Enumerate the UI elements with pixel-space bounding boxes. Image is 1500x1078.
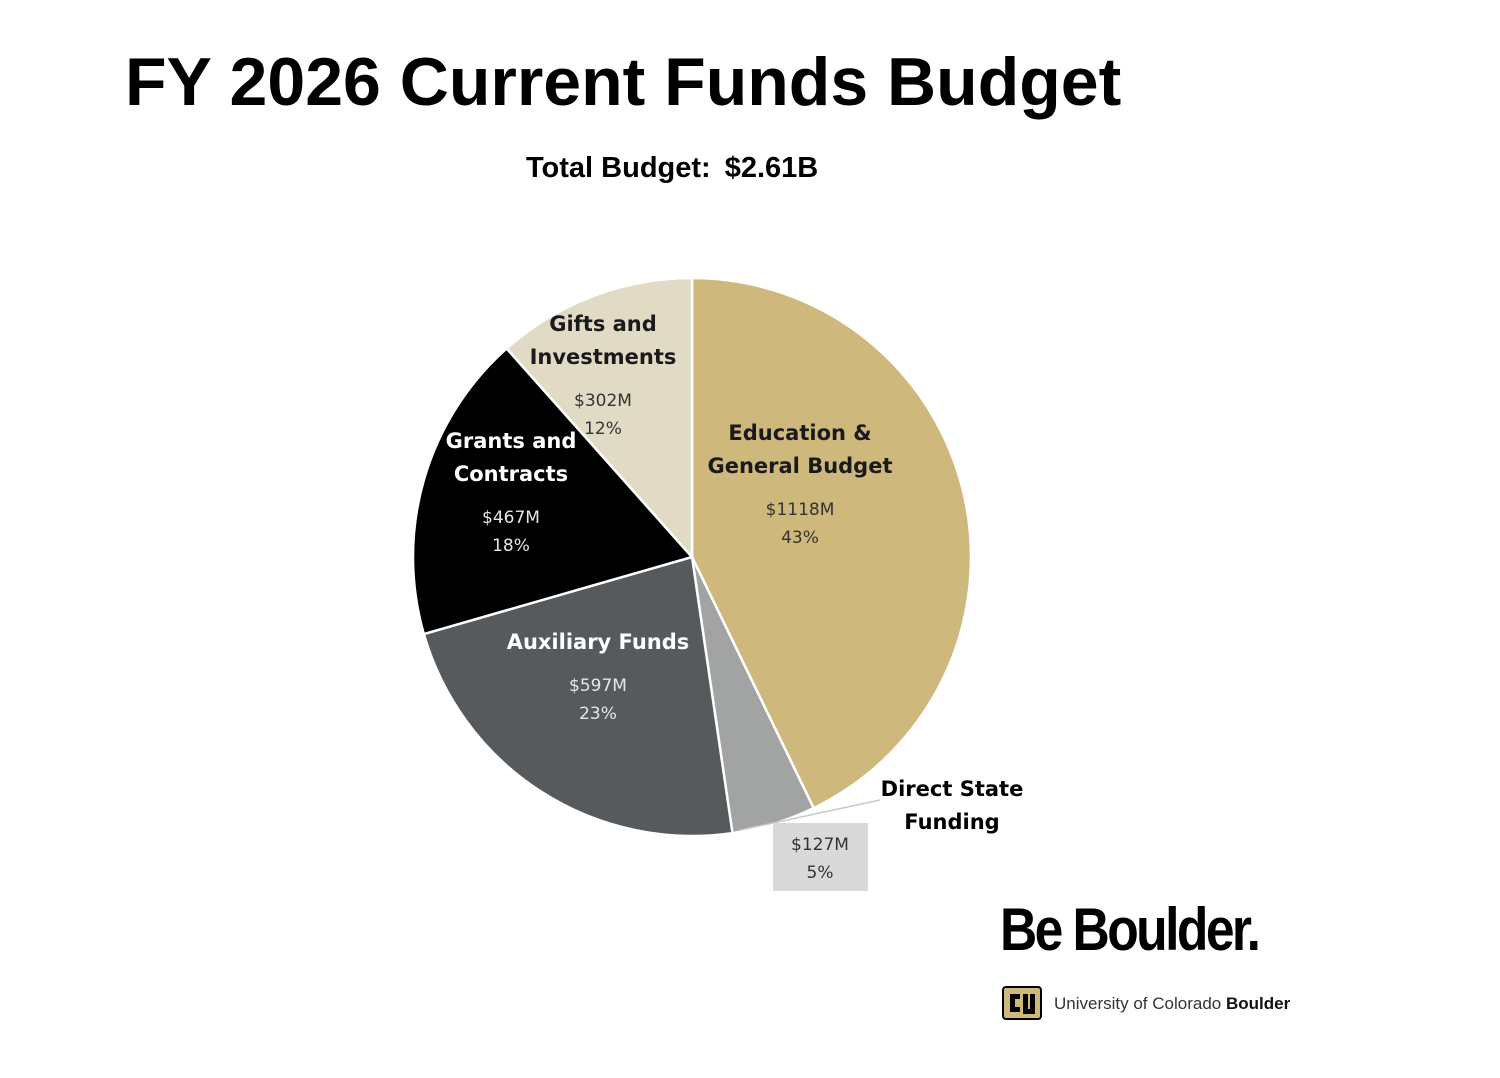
pie-slice-grants-and-contracts [411,346,695,636]
callout-value-box [773,823,868,891]
slice-amount-label: $1118M [766,500,835,520]
slice-category-label: Auxiliary Funds [507,630,690,654]
logo-name-bold: Boulder [1225,994,1291,1013]
slice-category-label: General Budget [707,454,892,478]
slice-amount-label: $597M [569,676,627,696]
slice-label-auxiliary-funds: Auxiliary Funds $597M 23% [507,630,690,724]
slice-category-label: Direct State [881,777,1024,801]
slice-category-label: Funding [904,810,999,834]
slice-category-label: Investments [530,345,677,369]
logo-university-name: University of Colorado Boulder [1054,994,1290,1014]
slice-category-label: Grants and [446,429,577,453]
logo-name-regular: University of Colorado [1054,994,1226,1013]
slice-label-gifts-and-investments: Gifts and Investments $302M 12% [530,312,677,439]
chart-subtitle: Total Budget: $2.61B [526,154,818,183]
slice-amount-label: $467M [482,508,540,528]
slice-category-label: Gifts and [549,312,657,336]
total-budget-value: $2.61B [724,152,819,184]
slice-label-direct-state-funding: Direct State Funding $127M 5% [791,777,1023,883]
slice-percent-label: 18% [492,536,530,556]
callout-leader-line [737,799,881,832]
logo-tagline: Be Boulder. [1000,896,1261,963]
chart-title: FY 2026 Current Funds Budget [125,44,1122,120]
slice-percent-label: 23% [579,704,617,724]
total-budget-label: Total Budget: [526,152,711,184]
slice-percent-label: 43% [781,528,819,548]
pie-slice-auxiliary-funds [422,555,734,838]
slice-percent-label: 12% [584,419,622,439]
slice-amount-label: $302M [574,391,632,411]
cu-logo-icon [1002,986,1042,1020]
slice-label-education-general-budget: Education & General Budget $1118M 43% [707,421,892,548]
be-boulder-logo: Be Boulder. University of Colorado Bould… [1000,900,1360,1030]
slice-percent-label: 5% [807,863,834,883]
pie-slice-gifts-and-investments [504,276,694,561]
slice-label-grants-and-contracts: Grants and Contracts $467M 18% [446,429,577,556]
slice-amount-label: $127M [791,835,849,855]
slice-category-label: Education & [728,421,871,445]
slice-category-label: Contracts [454,462,568,486]
pie-slice-education-general-budget [690,276,973,810]
